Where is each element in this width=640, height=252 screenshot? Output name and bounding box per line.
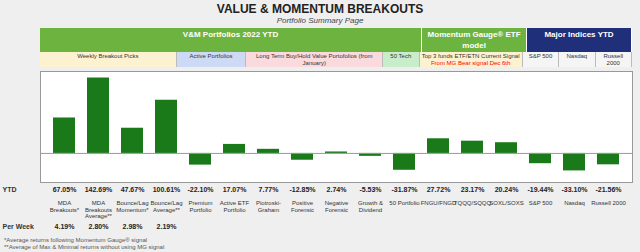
svg-text:-31.87%-31.87: -31.87%-31.87: [391, 186, 418, 193]
html-text:Portfolio Summary Page: Portfolio Summary Page: [276, 16, 364, 25]
svg-text:Active ETFPortfolio: Active ETFPortfolio: [220, 200, 250, 213]
svg-text:-5.53%-5.53: -5.53%-5.53: [359, 186, 382, 193]
svg-text:SOXL/SOXS: SOXL/SOXS: [489, 200, 523, 206]
html-text:VALUE & MOMENTUM BREAKOUTS: VALUE & MOMENTUM BREAKOUTS: [216, 2, 424, 16]
svg-text:-21.56%-21.56: -21.56%-21.56: [595, 186, 622, 193]
svg-text:YTD: YTD: [3, 186, 17, 193]
svg-text:MDABreakoutsAverage**: MDABreakoutsAverage**: [85, 200, 113, 219]
html-text:**Average of Max & Minimal ret: **Average of Max & Minimal returns witho…: [4, 244, 165, 250]
svg-text:Bounce/LagMomentum*: Bounce/LagMomentum*: [116, 200, 149, 213]
html-text:S&P 500: S&P 500: [528, 53, 553, 59]
svg-text:NegativeForensic: NegativeForensic: [325, 200, 349, 213]
svg-text:Piotroski-Graham: Piotroski-Graham: [256, 200, 281, 213]
svg-text:67.05%67.05: 67.05%67.05: [53, 186, 78, 193]
svg-text:Russell 2000: Russell 2000: [591, 200, 626, 206]
html-text:Nasdaq: Nasdaq: [566, 53, 588, 59]
svg-text:2.19%2.19: 2.19%2.19: [157, 223, 178, 230]
svg-text:2.74%2.74: 2.74%2.74: [327, 186, 348, 193]
html-text:From MG Bear signal Dec 6th: From MG Bear signal Dec 6th: [431, 59, 511, 66]
svg-text:20.24%20.24: 20.24%20.24: [495, 186, 520, 193]
html-text:*Average returns following Mom: *Average returns following Momentum Gaug…: [4, 237, 148, 243]
html-text:Weekly Breakout Picks: Weekly Breakout Picks: [77, 53, 139, 59]
svg-text:-19.44%-19.44: -19.44%-19.44: [527, 186, 554, 193]
html-text:V&M Portfolios 2022 YTD: V&M Portfolios 2022 YTD: [182, 30, 279, 39]
svg-text:PremiumPortfolio: PremiumPortfolio: [188, 200, 212, 213]
html-text:Long Term Buy/Hold Value Porto: Long Term Buy/Hold Value Portofolios (fr…: [256, 53, 373, 66]
svg-text:Per Week: Per Week: [3, 223, 34, 230]
svg-text:47.67%47.67: 47.67%47.67: [121, 186, 146, 193]
svg-text:7.77%7.77: 7.77%7.77: [259, 186, 280, 193]
svg-text:Bounce/LagAverage**: Bounce/LagAverage**: [150, 200, 182, 213]
svg-text:4.19%4.19: 4.19%4.19: [55, 223, 76, 230]
html-text:Active Portfolios: Active Portfolios: [189, 53, 233, 59]
svg-text:2.98%2.98: 2.98%2.98: [123, 223, 144, 230]
svg-text:S&P 500: S&P 500: [529, 200, 553, 206]
svg-text:-22.10%-22.1: -22.10%-22.1: [187, 186, 214, 193]
svg-text:-33.10%-33.1: -33.10%-33.1: [561, 186, 588, 193]
svg-text:142.69%142.69: 142.69%142.69: [85, 186, 113, 193]
svg-text:FNGU/FNGD: FNGU/FNGD: [421, 200, 457, 206]
svg-text:Nasdaq: Nasdaq: [564, 200, 585, 206]
svg-text:TQQQ/SQQQ: TQQQ/SQQQ: [454, 200, 492, 206]
html-text:Major Indices YTD: Major Indices YTD: [544, 30, 614, 39]
html-text:Momentum Gauge® ETF model: Momentum Gauge® ETF model: [427, 30, 521, 50]
html-text:50 Tech: 50 Tech: [390, 53, 412, 59]
html-text:Russell 2000: Russell 2000: [603, 53, 624, 66]
svg-text:PositiveForensic: PositiveForensic: [291, 200, 314, 213]
html-text:Top 3 funds ETF/ETN Current Si: Top 3 funds ETF/ETN Current Signal: [421, 53, 520, 59]
svg-text:50 Portfolio: 50 Portfolio: [389, 200, 420, 206]
svg-text:27.72%27.72: 27.72%27.72: [427, 186, 452, 193]
svg-text:100.61%100.61: 100.61%100.61: [153, 186, 181, 193]
svg-text:2.80%2.8: 2.80%2.8: [89, 223, 110, 230]
svg-text:-12.85%-12.85: -12.85%-12.85: [289, 186, 316, 193]
svg-text:Growth &Dividend: Growth &Dividend: [358, 200, 383, 213]
svg-text:17.07%17.07: 17.07%17.07: [223, 186, 248, 193]
svg-text:MDABreakouts*: MDABreakouts*: [50, 200, 80, 213]
svg-text:23.17%23.17: 23.17%23.17: [461, 186, 486, 193]
